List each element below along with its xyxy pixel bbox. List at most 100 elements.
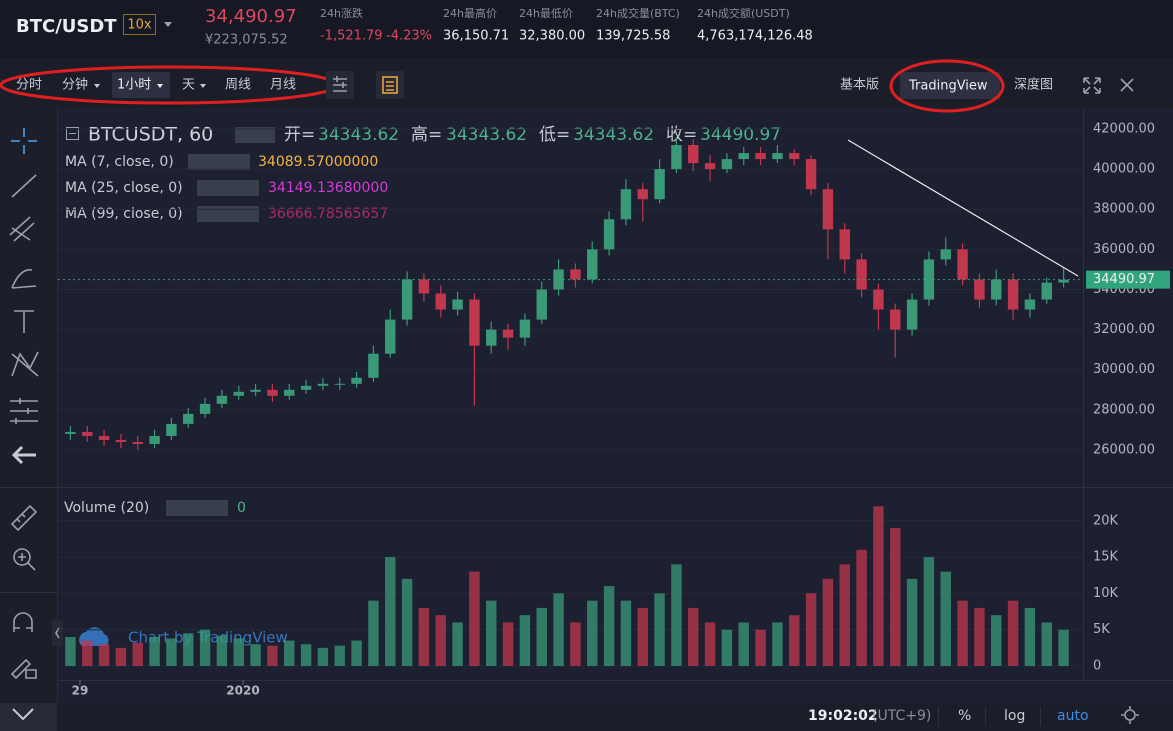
indicator-icon bbox=[333, 76, 347, 92]
symbol: BTCUSDT, 60 bbox=[88, 124, 213, 146]
stat-value: 139,725.58 bbox=[596, 29, 670, 44]
brush-tool[interactable] bbox=[11, 269, 37, 289]
stat-value: 36,150.71 bbox=[443, 29, 509, 44]
volume-bar bbox=[300, 644, 312, 666]
ohlc-label: 收= bbox=[666, 125, 697, 145]
candle-body bbox=[418, 279, 430, 294]
view-active-bg bbox=[900, 72, 1000, 99]
volume-tick-label: 20K bbox=[1093, 513, 1119, 528]
leverage[interactable]: 10x bbox=[127, 18, 152, 33]
fib-tool[interactable] bbox=[9, 216, 35, 242]
volume-value: 0 bbox=[237, 500, 246, 516]
interval-button[interactable]: 1小时 bbox=[117, 78, 151, 93]
text-tool[interactable] bbox=[14, 310, 34, 333]
pattern-tool[interactable] bbox=[11, 351, 39, 377]
auto-button[interactable]: auto bbox=[1057, 708, 1089, 724]
percent-button[interactable]: % bbox=[958, 708, 971, 724]
interval-button[interactable]: 月线 bbox=[270, 78, 296, 93]
candle-body bbox=[1007, 279, 1019, 310]
volume-bar bbox=[115, 647, 127, 666]
candle-body bbox=[940, 249, 951, 260]
legend-icons[interactable] bbox=[235, 127, 275, 143]
interval-button[interactable]: 周线 bbox=[225, 78, 251, 93]
candle-body bbox=[637, 189, 648, 200]
ohlc-value: 34343.62 bbox=[573, 125, 654, 145]
crosshair-tool[interactable] bbox=[11, 128, 37, 154]
dropdown-arrow[interactable] bbox=[200, 84, 206, 88]
interval-button[interactable]: 天 bbox=[182, 78, 195, 93]
back-tool[interactable] bbox=[11, 445, 36, 465]
ruler-tool[interactable] bbox=[10, 504, 38, 532]
candle-body bbox=[401, 279, 413, 320]
legend-icons[interactable] bbox=[197, 206, 259, 222]
stat-value: 32,380.00 bbox=[519, 29, 585, 44]
corner-button[interactable] bbox=[0, 703, 57, 731]
side-toolbar-bg bbox=[0, 108, 57, 703]
volume-tick-label: 15K bbox=[1093, 550, 1119, 565]
candle-body bbox=[974, 279, 985, 300]
view-button[interactable]: 深度图 bbox=[1014, 77, 1053, 93]
zoom-tool[interactable] bbox=[18, 553, 36, 571]
candle-body bbox=[1024, 299, 1036, 310]
collapse-legend[interactable] bbox=[66, 127, 79, 140]
ma-value: 36666.78565657 bbox=[268, 206, 388, 222]
collapse-button[interactable] bbox=[52, 620, 63, 646]
volume-bar bbox=[940, 571, 951, 666]
volume-bar bbox=[486, 600, 497, 666]
view-button[interactable]: TradingView bbox=[908, 79, 988, 94]
volume-bar bbox=[98, 644, 110, 666]
candle-body bbox=[469, 299, 480, 346]
candle-body bbox=[890, 309, 901, 330]
candle-body bbox=[284, 389, 295, 396]
candle-body bbox=[1041, 282, 1052, 300]
settings-button[interactable] bbox=[376, 71, 404, 99]
log-button[interactable]: log bbox=[1004, 708, 1025, 724]
candle-body bbox=[98, 435, 110, 440]
candle-body bbox=[149, 435, 160, 444]
candle-body bbox=[671, 145, 682, 170]
volume-bar bbox=[183, 633, 194, 666]
stat-value: 4,763,174,126.48 bbox=[697, 29, 813, 44]
prediction-tool[interactable] bbox=[10, 398, 38, 424]
interval-button[interactable]: 分时 bbox=[16, 78, 42, 93]
candle-body bbox=[385, 319, 396, 354]
candle-body bbox=[587, 249, 598, 280]
y-tick-label: 30000.00 bbox=[1093, 362, 1155, 377]
candle-body bbox=[199, 403, 211, 414]
volume-bar bbox=[519, 615, 531, 666]
dropdown-arrow[interactable] bbox=[94, 84, 100, 88]
view-button[interactable]: 基本版 bbox=[840, 78, 879, 93]
volume-bar bbox=[671, 564, 682, 666]
volume-bar bbox=[890, 528, 901, 666]
dropdown-arrow[interactable] bbox=[157, 84, 163, 88]
zoom-tool[interactable] bbox=[13, 548, 31, 566]
interval-button[interactable]: 分钟 bbox=[62, 77, 88, 93]
legend-icons[interactable] bbox=[197, 180, 259, 196]
volume-bar bbox=[620, 600, 632, 666]
leverage-box[interactable] bbox=[123, 14, 156, 35]
clock: 19:02:02 bbox=[808, 708, 878, 724]
settings-gear[interactable] bbox=[1124, 709, 1136, 721]
legend-icons[interactable] bbox=[188, 154, 250, 170]
magnet-tool[interactable] bbox=[13, 612, 33, 632]
y-tick-label: 32000.00 bbox=[1093, 322, 1155, 337]
candle-body bbox=[570, 269, 581, 280]
pair[interactable]: BTC/USDT bbox=[16, 16, 117, 37]
legend-icons[interactable] bbox=[166, 500, 228, 516]
lock-tool[interactable] bbox=[10, 658, 37, 680]
close-icon[interactable] bbox=[1120, 78, 1134, 92]
settings-icon bbox=[382, 76, 398, 94]
line-tool[interactable] bbox=[11, 174, 37, 198]
timezone[interactable]: (UTC+9) bbox=[872, 708, 931, 724]
ohlc-value: 34490.97 bbox=[700, 125, 781, 145]
volume-bar bbox=[1058, 629, 1069, 666]
candle-body bbox=[300, 385, 312, 390]
stat-label: 24h涨跌 bbox=[320, 6, 363, 20]
last-price-box bbox=[1086, 270, 1170, 289]
ohlc-value: 34343.62 bbox=[446, 125, 527, 145]
dropdown-arrow[interactable] bbox=[164, 22, 172, 27]
fullscreen-icon[interactable] bbox=[1083, 77, 1101, 94]
volume-bar bbox=[738, 622, 749, 666]
candle-body bbox=[82, 431, 93, 436]
